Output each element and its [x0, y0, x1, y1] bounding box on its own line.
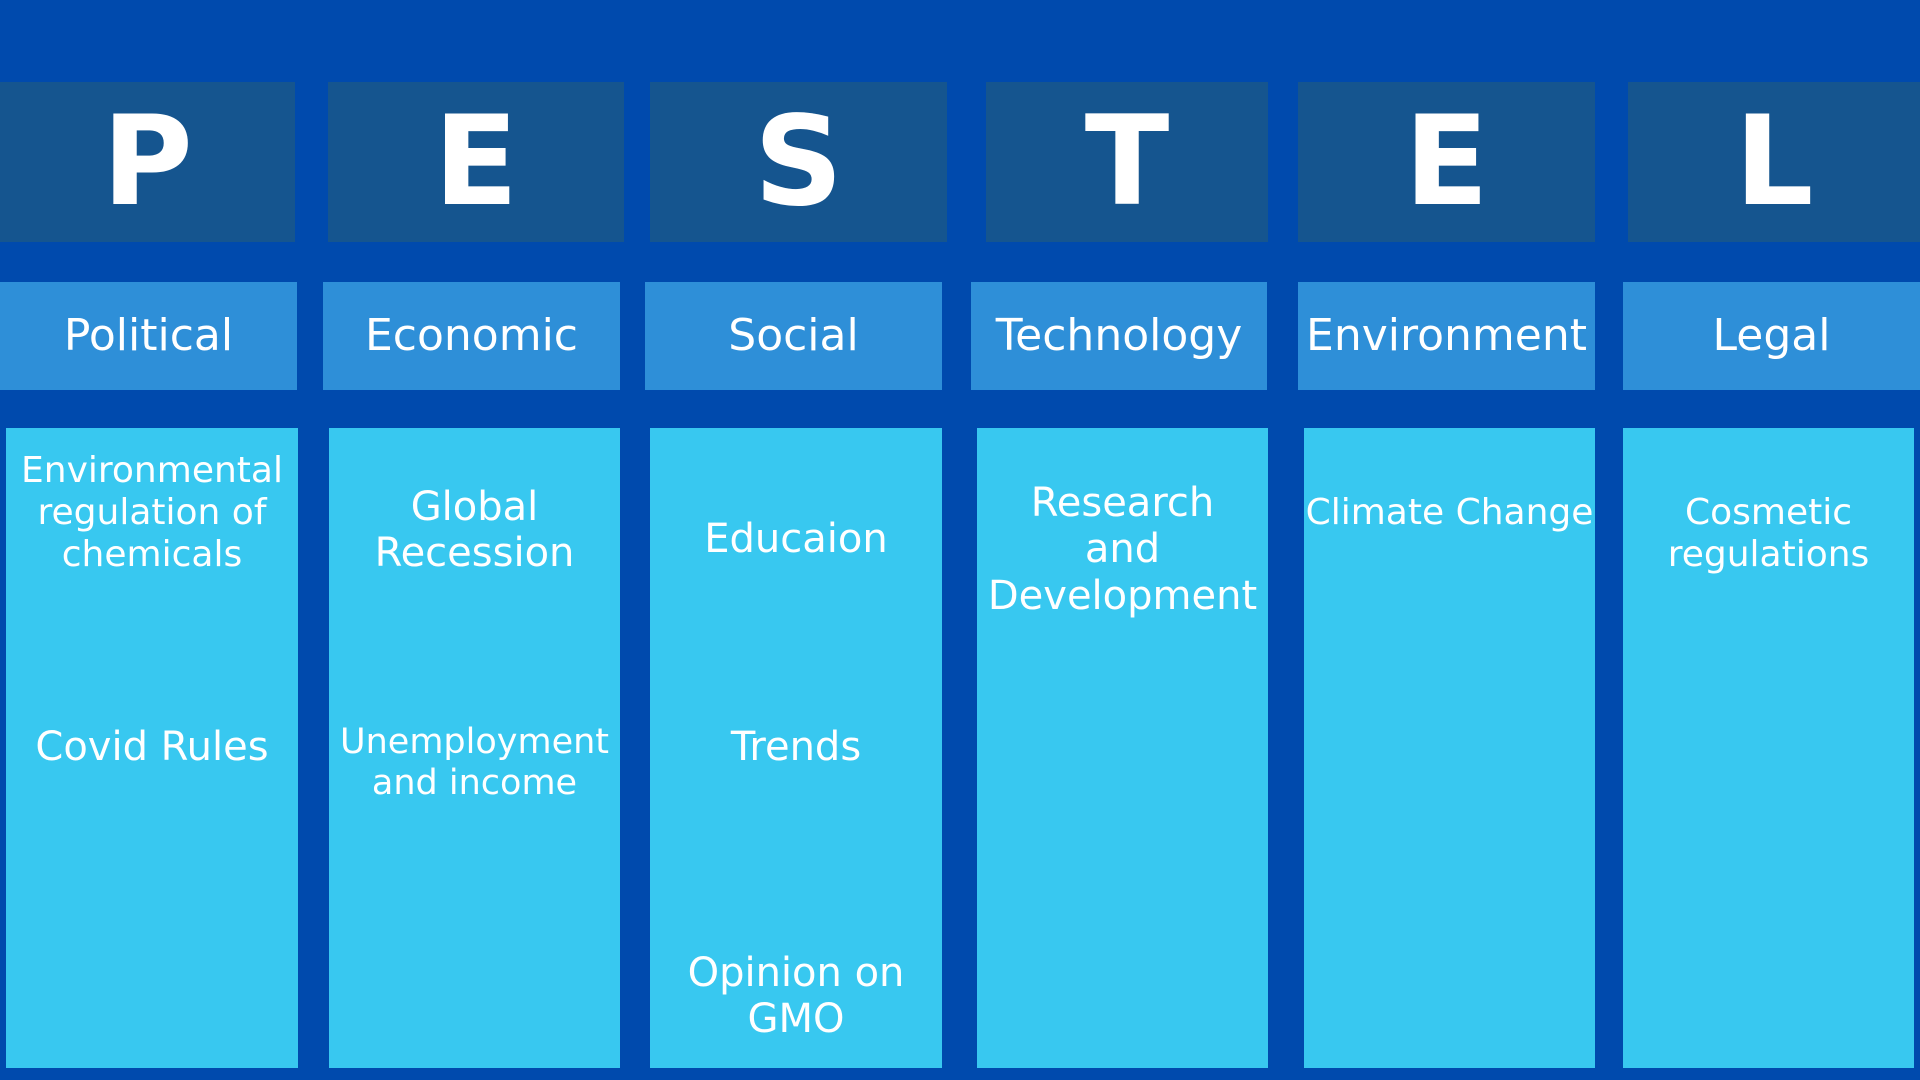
letter-e-economic: E [328, 82, 624, 242]
column-social: Educaion Trends Opinion on GMO [650, 428, 942, 1068]
item-line: Unemployment and income [339, 722, 610, 803]
column-technology: Research and Development [977, 428, 1268, 1068]
letter-l: L [1628, 82, 1920, 242]
social-item-trends: Trends [650, 724, 942, 770]
economic-item-global-recession: Global Recession [329, 484, 620, 577]
item-line: Educaion [704, 516, 888, 562]
legal-item-cosmetic-regulations: Cosmetic regulations [1623, 492, 1914, 576]
item-line: Climate Change [1305, 492, 1594, 533]
item-line: Opinion on GMO [687, 950, 905, 1043]
political-item-covid-rules: Covid Rules [6, 724, 298, 770]
social-item-education: Educaion [650, 516, 942, 562]
environment-item-climate-change: Climate Change [1304, 492, 1595, 534]
item-line: Covid Rules [35, 724, 269, 770]
category-economic: Economic [323, 282, 620, 390]
category-political: Political [0, 282, 297, 390]
column-economic: Global Recession Unemployment and income [329, 428, 620, 1068]
item-line: Global Recession [374, 484, 575, 577]
item-line: Research and Development [987, 480, 1258, 619]
column-legal: Cosmetic regulations [1623, 428, 1914, 1068]
item-line: Cosmetic regulations [1667, 492, 1870, 575]
column-environment: Climate Change [1304, 428, 1595, 1068]
social-item-opinion-gmo: Opinion on GMO [650, 950, 942, 1043]
letter-e-environment: E [1298, 82, 1595, 242]
item-line: Environmental regulation of chemicals [21, 450, 283, 575]
category-technology: Technology [971, 282, 1267, 390]
letter-t: T [986, 82, 1268, 242]
category-legal: Legal [1623, 282, 1920, 390]
technology-item-research-development: Research and Development [977, 480, 1268, 619]
category-environment: Environment [1298, 282, 1595, 390]
letter-p: P [0, 82, 295, 242]
letter-s: S [650, 82, 947, 242]
item-line: Trends [730, 724, 862, 770]
column-political: Environmental regulation of chemicals Covi… [6, 428, 298, 1068]
category-social: Social [645, 282, 942, 390]
political-item-environmental-regulation: Environmental regulation of chemicals [6, 450, 298, 575]
economic-item-unemployment: Unemployment and income [329, 722, 620, 803]
